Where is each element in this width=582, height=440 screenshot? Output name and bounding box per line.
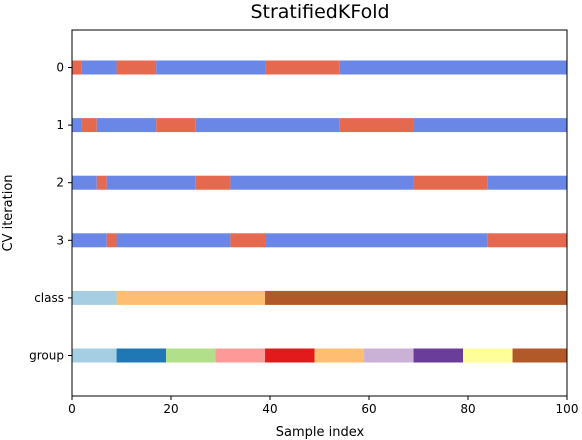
- bar-segment-group-8: [463, 348, 513, 363]
- chart-title: StratifiedKFold: [250, 1, 389, 23]
- bar-segment-group-3: [215, 348, 266, 363]
- bar-segment-3-4: [265, 233, 488, 248]
- bar-segment-3-1: [106, 233, 117, 248]
- y-tick-label: 3: [56, 233, 64, 247]
- y-axis: 0 1 2 3 class group: [29, 61, 72, 363]
- bar-segment-0-1: [81, 60, 117, 75]
- bar-segment-3-3: [230, 233, 266, 248]
- plot-area: [72, 60, 567, 363]
- bar-segment-class-0: [72, 290, 117, 305]
- bar-segment-0-0: [72, 60, 82, 75]
- bar-segment-2-5: [413, 175, 488, 190]
- x-axis-label: Sample index: [276, 425, 365, 440]
- bar-segment-class-1: [116, 290, 266, 305]
- bar-segment-2-0: [72, 175, 97, 190]
- x-tick-label: 20: [163, 402, 178, 416]
- y-axis-label: CV iteration: [1, 174, 16, 251]
- bar-segment-group-2: [166, 348, 216, 363]
- bar-segment-0-5: [339, 60, 567, 75]
- x-axis: 0 20 40 60 80 100: [68, 396, 578, 416]
- y-tick-label: 2: [56, 176, 64, 190]
- bar-segment-group-1: [116, 348, 167, 363]
- bar-segment-2-2: [106, 175, 196, 190]
- bar-segment-class-2: [265, 290, 567, 305]
- bar-segment-1-5: [339, 118, 414, 133]
- x-tick-label: 100: [556, 402, 579, 416]
- bar-segment-2-4: [230, 175, 414, 190]
- x-tick-label: 0: [68, 402, 76, 416]
- bar-segment-group-5: [314, 348, 365, 363]
- bar-segment-1-4: [195, 118, 340, 133]
- plot-frame: [71, 29, 568, 397]
- bar-segment-group-4: [265, 348, 315, 363]
- y-tick-label: 1: [56, 118, 64, 132]
- bar-segment-1-1: [81, 118, 97, 133]
- x-tick-label: 80: [460, 402, 475, 416]
- x-tick-label: 40: [262, 402, 277, 416]
- bar-segment-group-0: [72, 348, 117, 363]
- y-tick-label: 0: [56, 61, 64, 75]
- bar-segment-group-9: [512, 348, 567, 363]
- bar-segment-0-2: [116, 60, 157, 75]
- bar-segment-3-5: [487, 233, 567, 248]
- y-tick-label: class: [34, 291, 64, 305]
- bar-segment-0-4: [265, 60, 340, 75]
- y-tick-label: group: [29, 349, 64, 363]
- bar-segment-0-3: [156, 60, 266, 75]
- bar-segment-3-2: [116, 233, 231, 248]
- x-tick-label: 60: [361, 402, 376, 416]
- bar-segment-1-0: [72, 118, 82, 133]
- bar-segment-1-6: [413, 118, 567, 133]
- bar-segment-group-6: [364, 348, 414, 363]
- bar-segment-1-3: [156, 118, 196, 133]
- bar-segment-2-6: [487, 175, 567, 190]
- bar-segment-3-0: [72, 233, 107, 248]
- bar-segment-2-3: [195, 175, 231, 190]
- bar-segment-group-7: [413, 348, 464, 363]
- bar-segment-2-1: [96, 175, 107, 190]
- bar-segment-1-2: [96, 118, 157, 133]
